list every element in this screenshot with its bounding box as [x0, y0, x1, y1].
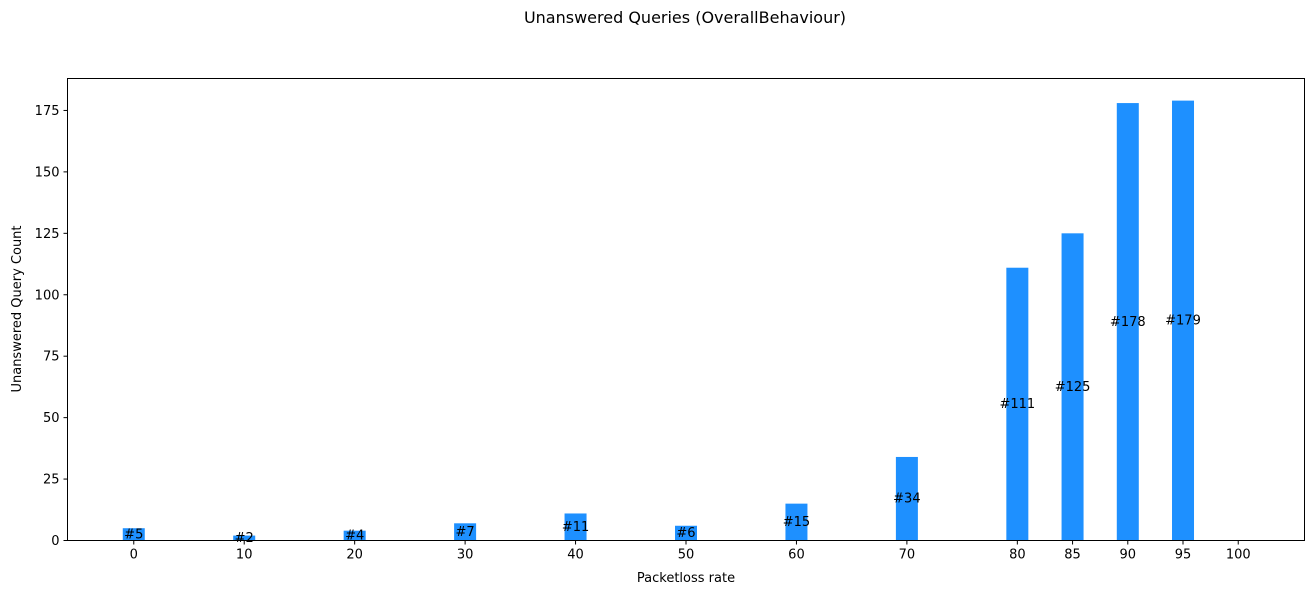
- bar-40: [564, 513, 587, 541]
- bar-60: [785, 503, 808, 541]
- data-label-85: #125: [1055, 380, 1091, 395]
- chart-title: Unanswered Queries (OverallBehaviour): [524, 8, 846, 27]
- x-tick-label-40: 40: [567, 548, 584, 563]
- data-labels-layer: #5 #2 #4 #7 #11 #6 #15 #34 #111 #125 #178 #179: [124, 314, 1201, 546]
- x-tick-label-20: 20: [346, 548, 363, 563]
- bar-95: [1172, 100, 1195, 541]
- x-tick-label-100: 100: [1226, 548, 1251, 563]
- bar-90: [1116, 103, 1139, 541]
- bar-10: [233, 535, 256, 541]
- bar-20: [343, 530, 366, 541]
- x-tick-label-50: 50: [678, 548, 695, 563]
- bar-80: [1006, 267, 1029, 541]
- y-tick-label-0: 0: [51, 534, 59, 549]
- y-tick-label-50: 50: [43, 411, 60, 426]
- data-label-70: #34: [893, 492, 920, 507]
- x-tick-label-95: 95: [1175, 548, 1192, 563]
- x-tick-label-10: 10: [236, 548, 253, 563]
- y-tick-label-100: 100: [35, 288, 60, 303]
- bar-0: [122, 528, 145, 541]
- x-tick-label-85: 85: [1064, 548, 1081, 563]
- data-label-95: #179: [1165, 314, 1201, 329]
- data-label-0: #5: [124, 527, 143, 542]
- x-tick-label-60: 60: [788, 548, 805, 563]
- data-label-60: #15: [783, 515, 810, 530]
- y-tick-label-175: 175: [35, 104, 60, 119]
- x-tick-label-0: 0: [130, 548, 138, 563]
- bar-70: [895, 456, 918, 541]
- data-label-40: #11: [562, 520, 589, 535]
- data-label-90: #178: [1110, 315, 1146, 330]
- data-label-80: #111: [999, 397, 1035, 412]
- y-tick-label-150: 150: [35, 165, 60, 180]
- x-tick-label-80: 80: [1009, 548, 1026, 563]
- x-axis: 0 10 20 30 40 50 60 70 80 85 90 95 100: [130, 540, 1251, 563]
- bars-layer: [122, 100, 1195, 541]
- y-axis: 0 25 50 75 100 125 150 175: [35, 104, 68, 549]
- y-tick-label-125: 125: [35, 227, 60, 242]
- bar-85: [1061, 233, 1084, 541]
- data-label-20: #4: [345, 529, 364, 544]
- bar-30: [454, 523, 477, 541]
- bar-50: [675, 525, 697, 541]
- y-axis-label: Unanswered Query Count: [10, 225, 25, 392]
- x-tick-label-30: 30: [457, 548, 474, 563]
- data-label-50: #6: [676, 526, 695, 541]
- x-tick-label-90: 90: [1120, 548, 1137, 563]
- x-axis-label: Packetloss rate: [637, 571, 735, 586]
- y-tick-label-75: 75: [43, 350, 60, 365]
- data-label-10: #2: [235, 531, 254, 546]
- y-tick-label-25: 25: [43, 473, 60, 488]
- x-tick-label-70: 70: [899, 548, 916, 563]
- plot-area: #5 #2 #4 #7 #11 #6 #15 #34 #111 #125 #178 #179: [67, 78, 1305, 546]
- data-label-30: #7: [456, 525, 475, 540]
